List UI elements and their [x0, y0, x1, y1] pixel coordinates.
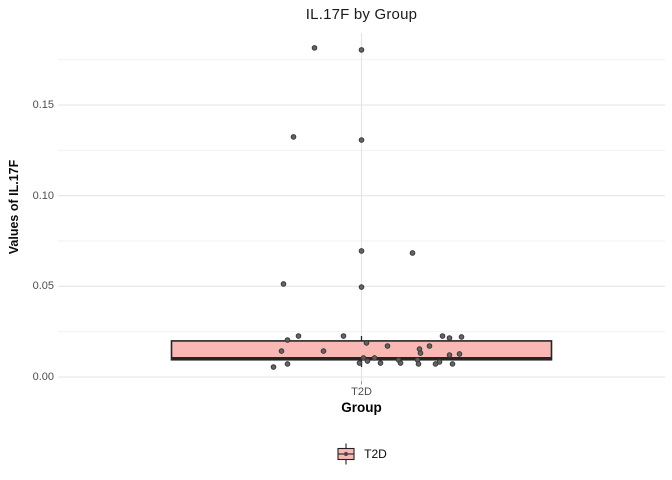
jitter-point	[358, 248, 365, 254]
legend: T2D	[58, 442, 665, 466]
jitter-point	[417, 350, 424, 356]
jitter-point	[384, 343, 391, 349]
y-axis-title: Values of IL.17F	[7, 159, 21, 255]
jitter-point	[284, 361, 291, 367]
jitter-point	[270, 364, 277, 370]
jitter-point	[409, 250, 416, 256]
jitter-point	[456, 351, 463, 357]
jitter-point	[340, 333, 347, 339]
jitter-point	[371, 355, 378, 361]
jitter-point	[284, 337, 291, 343]
y-tick-label: 0.05	[32, 280, 54, 293]
jitter-point	[446, 352, 453, 358]
jitter-point	[458, 334, 465, 340]
legend-key-boxplot-glyph	[337, 443, 355, 465]
jitter-point	[320, 348, 327, 354]
y-tick-label: 0.15	[32, 99, 54, 111]
jitter-point	[432, 361, 439, 367]
jitter-point	[397, 360, 404, 366]
jitter-point	[358, 137, 365, 143]
x-tick-label: T2D	[351, 386, 372, 398]
jitter-point	[363, 340, 370, 346]
jitter-point	[295, 333, 302, 339]
jitter-point	[360, 355, 367, 361]
jitter-point	[358, 284, 365, 290]
jitter-point	[278, 348, 285, 354]
y-tick-label: 0.00	[32, 371, 54, 383]
jitter-point	[280, 281, 287, 287]
jitter-point	[449, 361, 456, 367]
jitter-point	[426, 343, 433, 349]
x-axis-title: Group	[341, 400, 382, 415]
jitter-point	[290, 134, 297, 140]
legend-item-label: T2D	[364, 447, 387, 461]
jitter-point	[439, 333, 446, 339]
jitter-point	[364, 358, 371, 364]
chart-title: IL.17F by Group	[305, 6, 418, 23]
jitter-point	[377, 360, 384, 366]
jitter-point	[356, 360, 363, 366]
jitter-point	[358, 47, 365, 53]
jitter-point	[415, 361, 422, 367]
y-tick-label: 0.10	[32, 189, 54, 202]
jitter-point	[311, 45, 318, 51]
legend-glyph-point	[344, 451, 349, 457]
jitter-point	[446, 335, 453, 341]
